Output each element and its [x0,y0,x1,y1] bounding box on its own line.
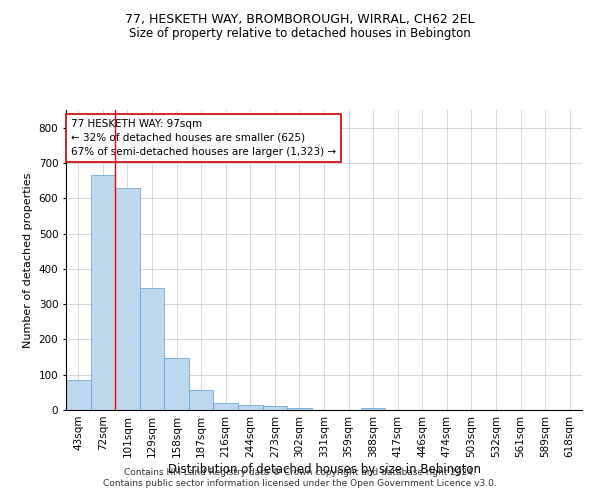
Bar [238,404,263,410]
Bar [66,380,91,410]
Bar [164,358,189,410]
Text: Contains HM Land Registry data © Crown copyright and database right 2024.
Contai: Contains HM Land Registry data © Crown c… [103,468,497,487]
Y-axis label: Number of detached properties: Number of detached properties [23,172,33,348]
Text: Size of property relative to detached houses in Bebington: Size of property relative to detached ho… [129,28,471,40]
Bar [140,288,164,410]
Bar [263,406,287,410]
Bar [189,390,214,410]
Bar [287,408,312,410]
Bar [361,408,385,410]
X-axis label: Distribution of detached houses by size in Bebington: Distribution of detached houses by size … [167,462,481,475]
Text: 77 HESKETH WAY: 97sqm
← 32% of detached houses are smaller (625)
67% of semi-det: 77 HESKETH WAY: 97sqm ← 32% of detached … [71,119,336,157]
Bar [115,188,140,410]
Bar [214,403,238,410]
Text: 77, HESKETH WAY, BROMBOROUGH, WIRRAL, CH62 2EL: 77, HESKETH WAY, BROMBOROUGH, WIRRAL, CH… [125,12,475,26]
Bar [91,176,115,410]
